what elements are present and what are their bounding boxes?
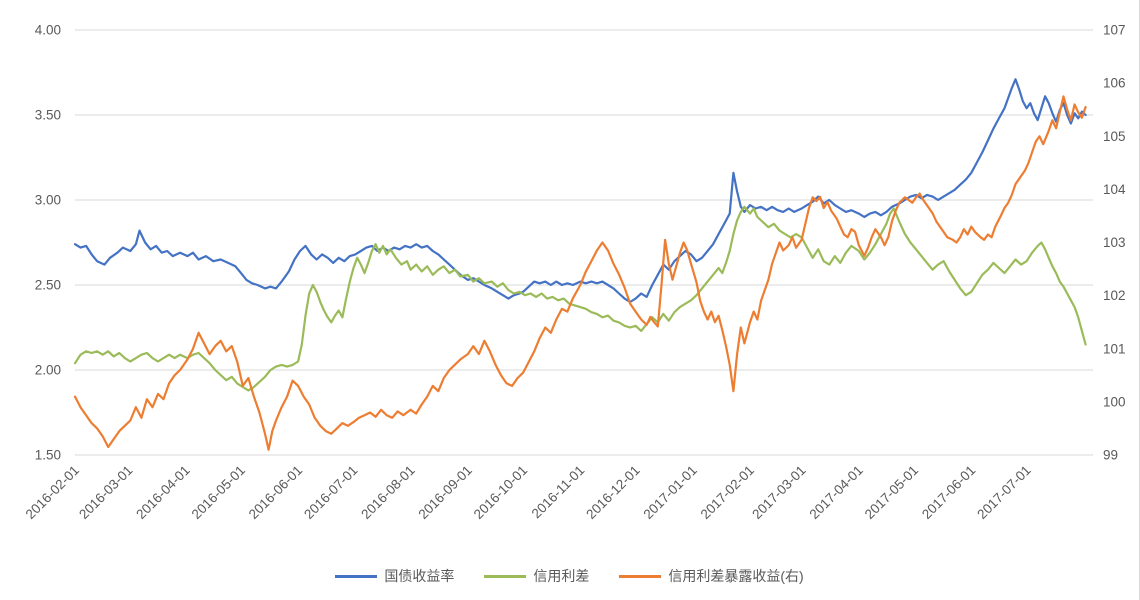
x-tick-label: 2016-03-01	[76, 463, 135, 522]
series-line-treasury-yield	[73, 78, 1087, 304]
x-tick-label: 2017-06-01	[919, 463, 978, 522]
y-right-tick-label: 105	[1103, 129, 1126, 144]
y-left-tick-label: 3.00	[35, 193, 61, 208]
x-tick-label: 2016-08-01	[358, 463, 417, 522]
x-tick-label: 2016-07-01	[301, 463, 360, 522]
y-left-tick-label: 3.50	[35, 108, 61, 123]
series-line-credit-spread-exposure	[73, 95, 1087, 451]
y-right-tick-label: 100	[1103, 394, 1126, 409]
legend-item-credit-spread: 信用利差	[484, 566, 589, 586]
x-tick-label: 2016-12-01	[583, 463, 642, 522]
x-tick-label: 2016-11-01	[529, 463, 588, 522]
y-right-tick-label: 107	[1103, 23, 1126, 38]
x-tick-label: 2016-09-01	[415, 463, 474, 522]
legend-label-treasury-yield: 国债收益率	[384, 568, 455, 584]
x-tick-label: 2016-10-01	[471, 463, 530, 522]
legend-label-credit-spread: 信用利差	[533, 568, 590, 584]
x-tick-label: 2016-06-01	[246, 463, 305, 522]
legend-marker-treasury-yield	[335, 574, 378, 578]
y-right-tick-label: 106	[1103, 76, 1126, 91]
legend-label-credit-spread-exposure: 信用利差暴露收益(右)	[668, 568, 804, 584]
x-tick-label: 2017-03-01	[749, 463, 808, 522]
legend-marker-credit-spread-exposure	[619, 574, 662, 578]
series-line-credit-spread	[73, 205, 1087, 392]
legend-item-credit-spread-exposure: 信用利差暴露收益(右)	[619, 566, 804, 586]
y-right-tick-label: 101	[1103, 341, 1126, 356]
y-left-tick-label: 2.00	[35, 363, 61, 378]
x-tick-label: 2016-05-01	[189, 463, 248, 522]
x-tick-label: 2016-02-01	[23, 463, 82, 522]
legend: 国债收益率 信用利差 信用利差暴露收益(右)	[0, 566, 1139, 586]
x-tick-label: 2017-04-01	[806, 463, 865, 522]
y-left-tick-label: 1.50	[35, 448, 61, 463]
legend-marker-credit-spread	[484, 574, 527, 578]
y-left-tick-label: 2.50	[35, 278, 61, 293]
y-right-tick-label: 102	[1103, 288, 1126, 303]
y-right-tick-label: 103	[1103, 235, 1126, 250]
x-tick-label: 2017-05-01	[862, 463, 921, 522]
x-tick-label: 2017-01-01	[640, 463, 699, 522]
x-tick-label: 2017-07-01	[974, 463, 1033, 522]
legend-item-treasury-yield: 国债收益率	[335, 566, 454, 586]
x-tick-label: 2016-04-01	[133, 463, 192, 522]
y-right-tick-label: 99	[1103, 448, 1118, 463]
x-tick-label: 2017-02-01	[698, 463, 757, 522]
y-right-tick-label: 104	[1103, 182, 1126, 197]
y-left-tick-label: 4.00	[35, 23, 61, 38]
